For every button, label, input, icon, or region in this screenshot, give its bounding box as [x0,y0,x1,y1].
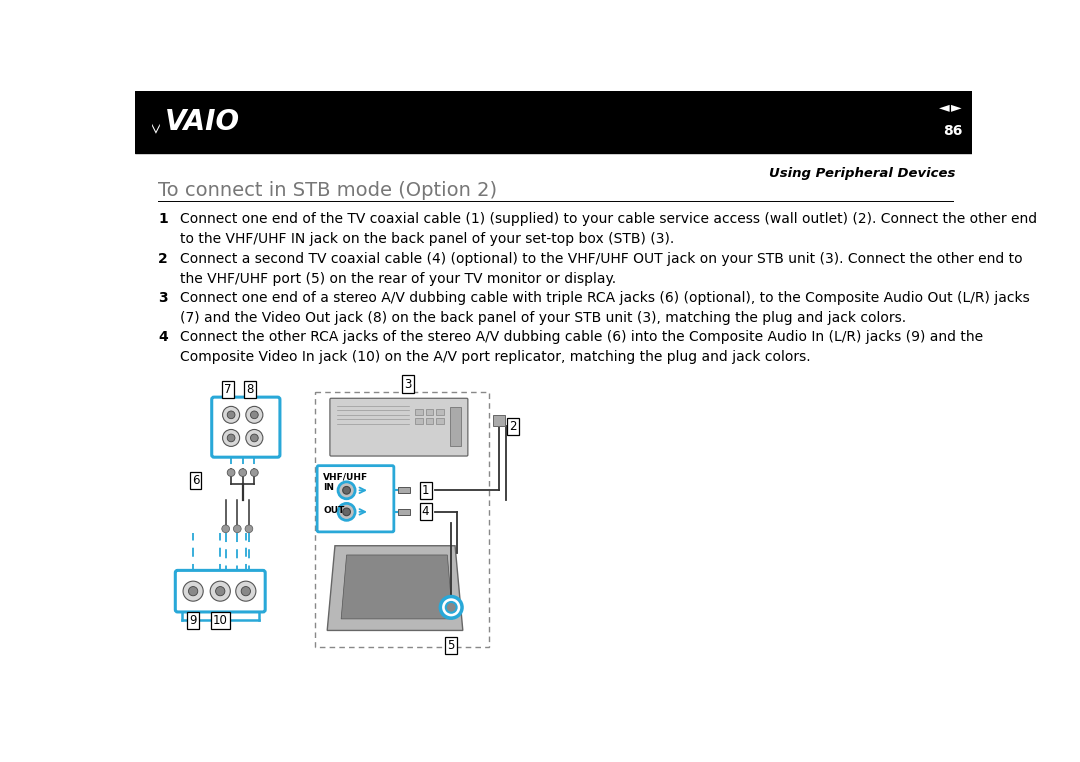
Polygon shape [341,555,453,619]
FancyBboxPatch shape [212,397,280,457]
Bar [415,408,422,415]
Circle shape [251,469,258,476]
FancyBboxPatch shape [175,571,266,612]
Text: ◄: ◄ [939,100,949,114]
Text: 3: 3 [404,377,411,391]
Polygon shape [327,546,463,630]
Circle shape [227,469,235,476]
Polygon shape [152,123,160,134]
FancyBboxPatch shape [318,466,394,532]
Text: To connect in STB mode (Option 2): To connect in STB mode (Option 2) [159,181,498,200]
Text: 8: 8 [246,383,254,396]
Bar [397,487,410,493]
Circle shape [246,430,262,447]
Text: OUT: OUT [323,506,345,514]
Circle shape [235,581,256,601]
Circle shape [233,525,241,533]
FancyBboxPatch shape [329,399,468,456]
Circle shape [222,406,240,424]
Circle shape [251,434,258,442]
Text: IN: IN [323,483,335,492]
Text: 6: 6 [192,474,199,487]
Bar [415,418,422,424]
Text: VHF/UHF: VHF/UHF [323,472,368,482]
Bar [426,418,433,424]
Circle shape [251,411,258,418]
Bar [314,392,489,648]
Text: 4: 4 [422,505,430,518]
Text: 5: 5 [447,639,455,652]
Text: ►: ► [951,100,962,114]
Bar [494,415,505,426]
Circle shape [239,469,246,476]
Circle shape [246,406,262,424]
Circle shape [245,525,253,533]
Bar [449,407,460,446]
Circle shape [446,602,457,613]
Circle shape [211,581,230,601]
Text: 1: 1 [422,484,430,497]
Circle shape [241,587,251,596]
Text: 10: 10 [213,614,228,627]
Text: 7: 7 [225,383,232,396]
Circle shape [338,504,355,520]
Text: Connect a second TV coaxial cable (4) (optional) to the VHF/UHF OUT jack on your: Connect a second TV coaxial cable (4) (o… [180,251,1023,286]
Circle shape [342,486,350,494]
Circle shape [338,482,355,499]
Text: Using Peripheral Devices: Using Peripheral Devices [769,167,955,180]
Text: Connect the other RCA jacks of the stereo A/V dubbing cable (6) into the Composi: Connect the other RCA jacks of the stere… [180,330,983,364]
Circle shape [227,434,235,442]
Bar [397,509,410,515]
Text: 86: 86 [943,124,962,139]
Text: VAIO: VAIO [164,108,240,136]
Text: 4: 4 [159,330,168,344]
Circle shape [189,587,198,596]
Text: 1: 1 [159,213,168,226]
Circle shape [441,597,462,618]
Circle shape [222,430,240,447]
Circle shape [216,587,225,596]
Circle shape [342,508,350,516]
Bar [436,408,444,415]
Bar [135,91,972,153]
Circle shape [227,411,235,418]
Circle shape [221,525,230,533]
Text: 2: 2 [510,420,517,433]
Text: 3: 3 [159,291,167,305]
Circle shape [183,581,203,601]
Bar [436,418,444,424]
Bar [426,408,433,415]
Text: Connect one end of a stereo A/V dubbing cable with triple RCA jacks (6) (optiona: Connect one end of a stereo A/V dubbing … [180,291,1029,325]
Text: Connect one end of the TV coaxial cable (1) (supplied) to your cable service acc: Connect one end of the TV coaxial cable … [180,213,1037,246]
Text: 9: 9 [189,614,197,627]
Text: 2: 2 [159,251,168,266]
